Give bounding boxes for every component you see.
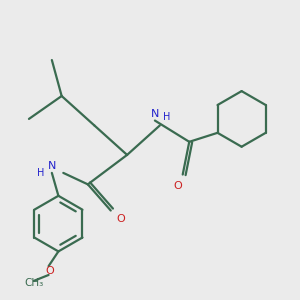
Text: O: O [173, 181, 182, 191]
Text: N: N [151, 109, 159, 119]
Text: N: N [48, 161, 56, 171]
Text: H: H [163, 112, 170, 122]
Text: CH₃: CH₃ [24, 278, 44, 287]
Text: O: O [46, 266, 55, 276]
Text: O: O [116, 214, 125, 224]
Text: H: H [37, 168, 44, 178]
